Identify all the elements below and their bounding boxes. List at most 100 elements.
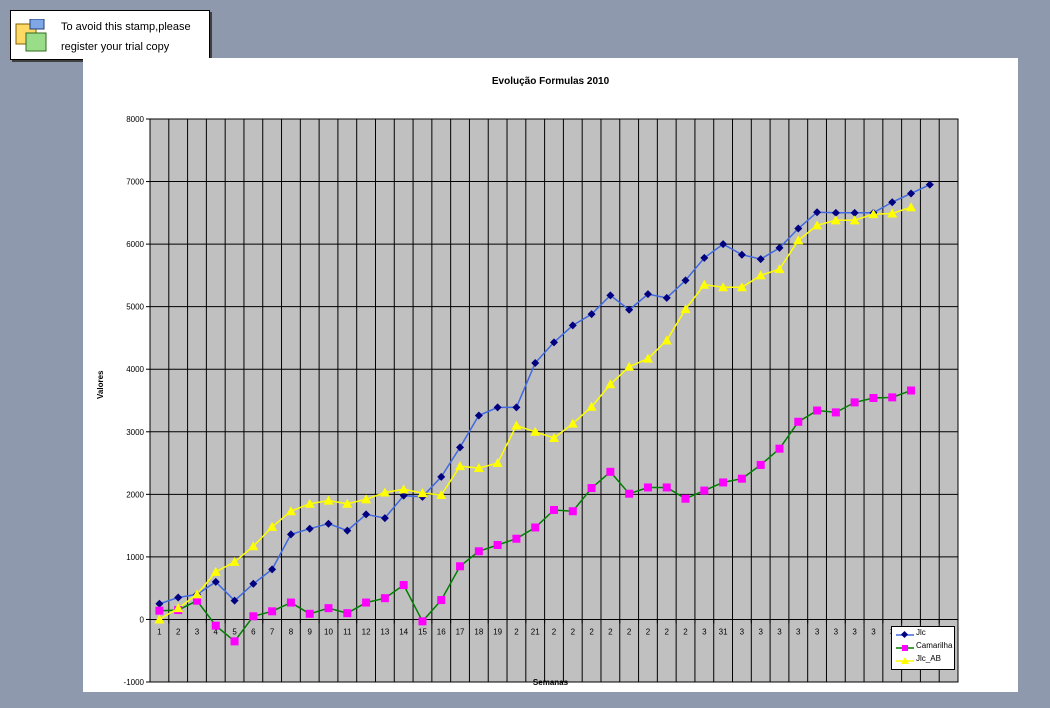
data-point-jlc-ab xyxy=(642,353,653,363)
data-point-jlc xyxy=(380,514,389,523)
x-tick-label: 2 xyxy=(571,627,576,636)
x-tick-label: 21 xyxy=(531,627,540,636)
data-point-jlc-ab xyxy=(173,603,184,613)
data-point-camarilha xyxy=(324,604,333,613)
data-point-jlc xyxy=(831,208,840,217)
x-tick-label: 3 xyxy=(796,627,801,636)
x-tick-label: 14 xyxy=(399,627,408,636)
legend-label-camarilha: Camarilha xyxy=(916,641,953,650)
x-tick-label: 2 xyxy=(552,627,557,636)
data-point-jlc xyxy=(493,403,502,412)
data-point-jlc xyxy=(568,321,577,330)
trial-stamp: To avoid this stamp,please register your… xyxy=(10,10,210,60)
data-point-jlc-ab xyxy=(473,463,484,473)
chart-legend: Jlc Camarilha Jlc_AB xyxy=(891,626,955,670)
data-point-jlc xyxy=(756,255,765,264)
x-tick-label: 17 xyxy=(456,627,465,636)
data-point-jlc-ab xyxy=(530,426,541,436)
data-point-camarilha xyxy=(662,483,671,492)
data-point-camarilha xyxy=(756,460,765,469)
data-point-jlc-ab xyxy=(210,566,221,576)
data-point-jlc xyxy=(230,596,239,605)
x-tick-label: 2 xyxy=(665,627,670,636)
chart-container: -1000 0 1000 2000 3000 4000 5000 6000 7000 8000 1 2… xyxy=(83,58,1018,692)
y-tick-label: 2000 xyxy=(126,490,144,499)
data-point-camarilha xyxy=(230,637,239,646)
y-tick-label: 0 xyxy=(140,615,145,624)
data-point-jlc xyxy=(399,491,408,500)
x-tick-label: 3 xyxy=(852,627,857,636)
data-point-jlc xyxy=(174,593,183,602)
y-tick-label: 1000 xyxy=(126,553,144,562)
data-point-jlc xyxy=(700,253,709,262)
x-tick-label: 2 xyxy=(683,627,688,636)
data-point-camarilha xyxy=(681,494,690,503)
data-point-camarilha xyxy=(568,507,577,516)
data-point-jlc xyxy=(456,443,465,452)
x-tick-label: 2 xyxy=(589,627,594,636)
data-point-jlc xyxy=(550,338,558,347)
data-point-jlc-ab xyxy=(605,379,616,389)
plot-area xyxy=(150,119,958,682)
data-point-jlc-ab xyxy=(398,484,409,494)
data-point-jlc-ab xyxy=(586,401,597,411)
stamp-line-1: To avoid this stamp,please xyxy=(61,21,191,33)
legend-item-jlc: Jlc xyxy=(896,628,954,641)
data-point-camarilha xyxy=(700,486,709,495)
x-tick-label: 10 xyxy=(324,627,333,636)
data-point-jlc-ab xyxy=(661,335,672,345)
data-point-jlc-ab xyxy=(718,282,729,292)
data-point-jlc xyxy=(662,293,671,302)
x-tick-label: 9 xyxy=(307,627,312,636)
x-tick-label: 15 xyxy=(418,627,427,636)
data-point-jlc-ab xyxy=(849,215,860,225)
data-point-camarilha xyxy=(643,483,652,492)
x-tick-label: 31 xyxy=(719,627,728,636)
data-point-jlc xyxy=(211,577,220,586)
plot-border xyxy=(149,118,959,683)
x-tick-label: 3 xyxy=(777,627,782,636)
x-tick-label: 3 xyxy=(195,627,200,636)
data-point-camarilha xyxy=(399,581,408,590)
data-point-jlc xyxy=(155,599,164,608)
y-tick-label: 4000 xyxy=(126,365,144,374)
data-point-jlc-ab xyxy=(680,304,691,314)
x-tick-label: 7 xyxy=(270,627,275,636)
x-tick-label: 3 xyxy=(815,627,820,636)
data-point-camarilha xyxy=(606,467,615,476)
data-point-jlc-ab xyxy=(154,614,165,624)
legend-item-camarilha: Camarilha xyxy=(896,641,954,654)
data-point-camarilha xyxy=(268,607,277,616)
data-point-jlc xyxy=(643,290,652,299)
data-point-camarilha xyxy=(888,393,897,402)
data-point-jlc xyxy=(907,189,916,198)
data-point-jlc-ab xyxy=(699,279,710,289)
y-tick-label: 8000 xyxy=(126,115,144,124)
x-tick-label: 3 xyxy=(702,627,707,636)
stamp-windows-icon xyxy=(15,19,47,52)
data-point-camarilha xyxy=(719,478,728,487)
data-point-jlc-ab xyxy=(342,498,353,508)
data-point-jlc-ab xyxy=(624,361,635,371)
data-point-jlc-ab xyxy=(361,494,372,504)
data-point-jlc xyxy=(249,579,258,588)
x-tick-label: 2 xyxy=(627,627,632,636)
data-point-jlc xyxy=(813,208,822,217)
y-axis-label: Valores xyxy=(96,370,105,399)
data-point-camarilha xyxy=(437,596,446,605)
x-tick-label: 8 xyxy=(289,627,294,636)
x-tick-label: 1 xyxy=(157,627,162,636)
data-point-jlc xyxy=(719,240,728,249)
x-tick-label: 3 xyxy=(834,627,839,636)
data-point-camarilha xyxy=(305,609,314,618)
chart-title: Evolução Formulas 2010 xyxy=(491,76,610,87)
legend-label-jlc: Jlc xyxy=(916,628,926,637)
data-point-jlc xyxy=(625,305,634,314)
x-tick-label: 13 xyxy=(380,627,389,636)
data-point-jlc-ab xyxy=(830,215,841,225)
data-point-jlc-ab xyxy=(455,461,466,471)
x-axis-label: Semanas xyxy=(532,678,569,687)
data-point-jlc xyxy=(681,276,690,285)
data-point-jlc-ab xyxy=(417,488,428,498)
